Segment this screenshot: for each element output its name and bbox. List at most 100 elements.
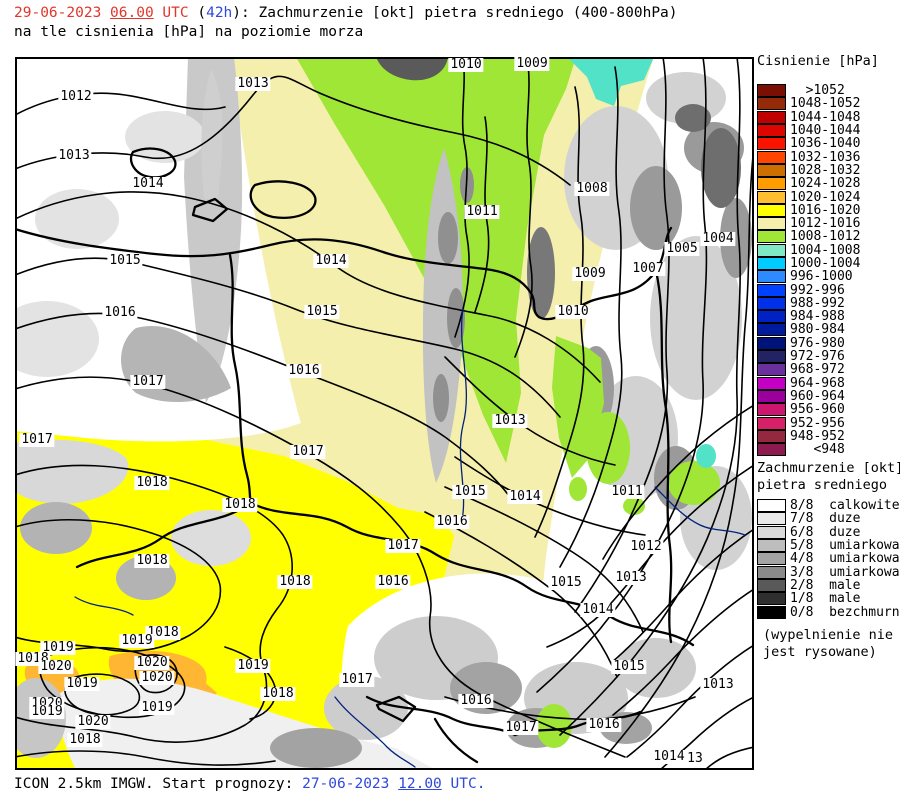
pressure-legend-row: 972-976 bbox=[757, 350, 900, 364]
isobar-label: 1018 bbox=[134, 475, 170, 490]
pressure-legend-row-swatch bbox=[757, 336, 786, 350]
pressure-legend-row: 988-992 bbox=[757, 296, 900, 310]
isobar-label: 1014 bbox=[580, 602, 616, 617]
cloud-legend-note-2: jest rysowane) bbox=[763, 643, 877, 660]
pressure-legend-row-swatch bbox=[757, 243, 786, 257]
isobar-label: 1016 bbox=[586, 717, 622, 732]
isobar-label: 13 bbox=[685, 751, 705, 766]
cloud-legend-row-label: 7/8 duze bbox=[790, 511, 861, 527]
cloud-legend-row-swatch bbox=[757, 539, 786, 553]
isobar-label: 1017 bbox=[385, 538, 421, 553]
isobar-label: 1015 bbox=[304, 304, 340, 319]
isobar-label: 1017 bbox=[339, 672, 375, 687]
pressure-legend-row-label: 1008-1012 bbox=[790, 229, 861, 245]
pressure-legend-row-swatch bbox=[757, 443, 786, 457]
isobar-label: 1014 bbox=[651, 749, 687, 764]
pressure-legend-row-swatch bbox=[757, 97, 786, 111]
pressure-legend-row-swatch bbox=[757, 403, 786, 417]
pressure-legend-row-swatch bbox=[757, 270, 786, 284]
pressure-legend-row-swatch bbox=[757, 323, 786, 337]
isobar-label: 1008 bbox=[574, 181, 610, 196]
isobar-label: 1016 bbox=[286, 363, 322, 378]
init-time: 12.00 bbox=[398, 776, 442, 792]
footer-model-info: ICON 2.5km IMGW. Start prognozy: 27-06-2… bbox=[14, 776, 485, 792]
pressure-legend-row-swatch bbox=[757, 177, 786, 191]
pressure-legend-row: 1004-1008 bbox=[757, 243, 900, 257]
pressure-legend-row-label: 1012-1016 bbox=[790, 216, 861, 232]
pressure-legend-row: >1052 bbox=[757, 84, 900, 98]
cloud-legend-row-label: 0/8 bezchmurne bbox=[790, 604, 900, 620]
pressure-legend-row-swatch bbox=[757, 389, 786, 403]
pressure-legend-row-swatch bbox=[757, 283, 786, 297]
cloud-legend-row-label: 4/8 umiarkowane bbox=[790, 551, 900, 567]
pressure-legend-row-label: 984-988 bbox=[790, 309, 845, 325]
isobar-label: 1004 bbox=[700, 231, 736, 246]
pressure-legend-row-label: 976-980 bbox=[790, 335, 845, 351]
pressure-legend-row-label: 1024-1028 bbox=[790, 176, 861, 192]
pressure-legend-row-label: 1040-1044 bbox=[790, 123, 861, 139]
isobar-label: 1013 bbox=[235, 76, 271, 91]
pressure-legend-row-swatch bbox=[757, 84, 786, 98]
isobar-label: 1011 bbox=[464, 204, 500, 219]
pressure-legend-row-label: 1020-1024 bbox=[790, 189, 861, 205]
isobar-label: 1019 bbox=[40, 640, 76, 655]
pressure-legend-row-swatch bbox=[757, 376, 786, 390]
page-title: 29-06-2023 06.00 UTC (42h): Zachmurzenie… bbox=[14, 5, 678, 40]
cloud-legend-row-swatch bbox=[757, 565, 786, 579]
cloud-legend-row: 5/8 umiarkowane bbox=[757, 538, 900, 554]
isobar-label: 1017 bbox=[19, 432, 55, 447]
cloud-legend-row: 1/8 male bbox=[757, 592, 900, 606]
pressure-legend-row-label: 1036-1040 bbox=[790, 136, 861, 152]
cloud-legend-row-swatch bbox=[757, 552, 786, 566]
isobar-label: 1005 bbox=[664, 241, 700, 256]
pressure-legend-row-swatch bbox=[757, 310, 786, 324]
pressure-legend-row: 1020-1024 bbox=[757, 189, 900, 205]
pressure-legend-row-swatch bbox=[757, 203, 786, 217]
isobar-label: 1019 bbox=[64, 676, 100, 691]
pressure-legend-row-label: 952-956 bbox=[790, 415, 845, 431]
pressure-legend-row-swatch bbox=[757, 190, 786, 204]
isobar-label: 1019 bbox=[235, 658, 271, 673]
cloud-legend-row-label: 5/8 umiarkowane bbox=[790, 538, 900, 554]
isobar-label: 1016 bbox=[458, 693, 494, 708]
pressure-legend-row: 980-984 bbox=[757, 323, 900, 337]
pressure-legend-row: 1040-1044 bbox=[757, 123, 900, 139]
pressure-legend-row: 948-952 bbox=[757, 428, 900, 444]
cloud-legend-row: 8/8 calkowite bbox=[757, 499, 900, 513]
cloud-legend-note-1: (wypelnienie nie bbox=[763, 626, 894, 643]
weather-map: 1010 1009 1013 1012 1013 1014 1008 1011 1004 1005… bbox=[15, 57, 754, 770]
isobar-label: 1014 bbox=[313, 253, 349, 268]
isobar-label: 1013 bbox=[492, 413, 528, 428]
pressure-legend-row: 984-988 bbox=[757, 309, 900, 325]
subtitle-text: na tle cisnienia [hPa] na poziomie morza bbox=[14, 24, 364, 40]
cloud-legend-title-1: Zachmurzenie [okt] bbox=[757, 460, 900, 476]
pressure-legend-row: 1028-1032 bbox=[757, 163, 900, 177]
pressure-legend-row-label: 948-952 bbox=[790, 428, 845, 444]
isobar-label: 1015 bbox=[548, 575, 584, 590]
cloud-legend-title-2: pietra sredniego bbox=[757, 477, 888, 493]
isobar-label: 1013 bbox=[56, 148, 92, 163]
isobar-label: 1020 bbox=[38, 659, 74, 674]
isobar-label: 1020 bbox=[134, 655, 170, 670]
isobar-label: 1019 bbox=[139, 700, 175, 715]
pressure-legend-row-swatch bbox=[757, 350, 786, 364]
cloud-legend: Zachmurzenie [okt] pietra sredniego 8/8 … bbox=[757, 460, 900, 661]
pressure-legend-row-label: 956-960 bbox=[790, 402, 845, 418]
init-date: 27-06-2023 bbox=[302, 776, 399, 792]
pressure-legend-row: 1016-1020 bbox=[757, 203, 900, 217]
cloud-legend-row-swatch bbox=[757, 499, 786, 513]
pressure-legend-row: 1012-1016 bbox=[757, 216, 900, 232]
pressure-legend-row-label: 1048-1052 bbox=[790, 96, 861, 112]
forecast-lead: 42h bbox=[206, 5, 233, 21]
pressure-legend-row-label: 1032-1036 bbox=[790, 149, 861, 165]
cloud-legend-row-swatch bbox=[757, 525, 786, 539]
pressure-legend-row-label: 968-972 bbox=[790, 362, 845, 378]
run-time: 06.00 bbox=[110, 5, 154, 21]
isobar-label: 1014 bbox=[507, 489, 543, 504]
pressure-legend-row: 1036-1040 bbox=[757, 136, 900, 152]
isobar-label: 1017 bbox=[503, 720, 539, 735]
pressure-legend-row-swatch bbox=[757, 217, 786, 231]
isobar-label: 1011 bbox=[609, 484, 645, 499]
isobar-label: 1017 bbox=[290, 444, 326, 459]
isobar-label: 1018 bbox=[260, 686, 296, 701]
